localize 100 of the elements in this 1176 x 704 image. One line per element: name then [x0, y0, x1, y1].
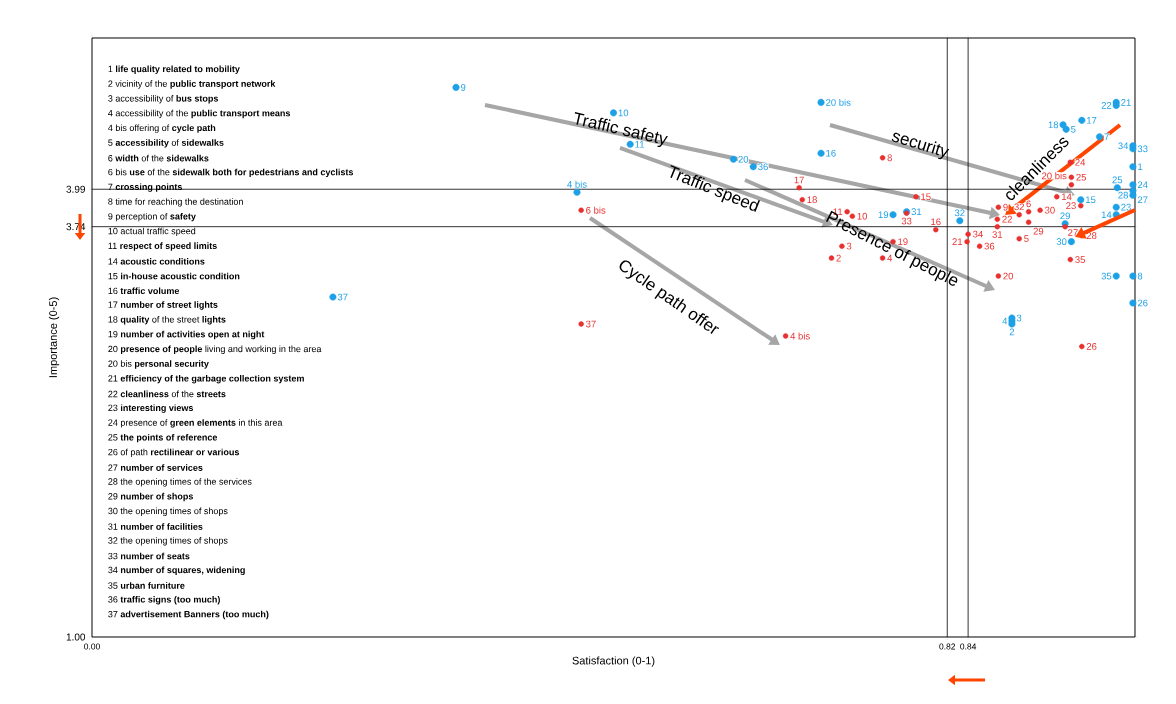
annotation: 32	[1014, 203, 1025, 211]
x-tick-label: 0.82	[939, 643, 956, 650]
annotation: 24	[1075, 158, 1086, 166]
annotation: 11 respect of speed limits	[108, 242, 217, 251]
annotation: 2	[836, 254, 841, 262]
annotation: 26	[1086, 343, 1097, 350]
annotation: 15 in-house acoustic condition	[108, 272, 240, 280]
y-tick-label: 3.99	[66, 185, 86, 193]
annotation: 37	[337, 293, 348, 301]
annotation: 8	[887, 154, 892, 162]
annotation: 4 bis offering of cycle path	[108, 124, 216, 133]
annotation: 14	[1101, 211, 1112, 218]
annotation: 9	[1003, 203, 1008, 211]
annotation: 3	[1016, 314, 1022, 322]
annotation: 4 bis	[567, 180, 587, 188]
annotation: 28	[1118, 191, 1129, 199]
annotation: 21	[1121, 99, 1131, 106]
annotation: 21 efficiency of the garbage collection system	[108, 374, 304, 384]
annotation: 29	[1060, 212, 1070, 220]
annotation: 34	[1118, 142, 1129, 150]
annotation: 21	[952, 238, 963, 245]
annotation: 34 number of squares, widening	[108, 566, 245, 575]
annotation: 10 actual traffic speed	[108, 227, 196, 237]
annotation: security	[891, 132, 950, 160]
annotation: 5	[1071, 126, 1076, 133]
annotation: 22	[1002, 215, 1012, 223]
annotation: 25	[1112, 176, 1123, 184]
annotation: 25 the points of reference	[108, 433, 218, 443]
annotation: 26	[1137, 299, 1148, 307]
annotation: 6 width of the sidewalks	[108, 154, 209, 162]
annotation: 32 the opening times of shops	[108, 537, 228, 546]
annotation: 36	[758, 163, 768, 171]
x-tick-label: 0.00	[84, 643, 100, 650]
annotation: 17 number of street lights	[108, 301, 218, 310]
annotation: 37 advertisement Banners (too much)	[108, 610, 269, 620]
annotation: 34	[972, 230, 983, 238]
annotation: 33	[901, 217, 912, 225]
annotation: 3 accessibility of bus stops	[108, 95, 219, 104]
annotation: 35	[1101, 272, 1112, 280]
annotation: 19	[898, 238, 908, 246]
annotation: 4 bis	[790, 332, 810, 340]
annotation: 20 presence of people living and working in the area	[108, 345, 322, 354]
annotation: 15	[1085, 196, 1096, 204]
annotation: 16	[826, 149, 836, 157]
annotation: 8	[1137, 272, 1143, 280]
annotation: 36 traffic signs (too much)	[108, 595, 220, 605]
annotation: 5 accessibility of sidewalks	[108, 139, 224, 148]
annotation: 27	[1068, 229, 1078, 236]
annotation: 24	[1137, 181, 1148, 189]
annotation: 6	[1026, 200, 1031, 208]
annotation: 25	[1076, 173, 1087, 181]
annotation: 14 acoustic conditions	[108, 257, 205, 265]
annotation: 5	[1024, 235, 1029, 242]
annotation: 18	[1048, 121, 1059, 129]
annotation: 2	[1009, 328, 1015, 336]
annotation: 10	[618, 109, 629, 117]
annotation: 36	[984, 242, 995, 250]
annotation: 1	[1138, 163, 1143, 171]
annotation: 31	[992, 231, 1003, 238]
annotation: 8 time for reaching the destination	[108, 198, 243, 207]
annotation: 35 urban furniture	[108, 582, 185, 589]
annotation: 1 life quality related to mobility	[108, 65, 240, 74]
annotation: 30 the opening times of shops	[108, 507, 228, 516]
annotation: 27	[1137, 196, 1148, 204]
annotation: 29	[1033, 227, 1044, 235]
annotation: 9	[460, 84, 466, 91]
annotation: 32	[954, 209, 965, 217]
annotation: 4 accessibility of the public transport means	[108, 109, 291, 119]
annotation: 30	[1056, 238, 1067, 246]
y-tick-label: 1.00	[66, 633, 86, 641]
annotation: 2 vicinity of the public transport network	[108, 80, 276, 89]
annotation: 29 number of shops	[108, 492, 193, 502]
annotation: 24 presence of green elements in this area	[108, 419, 283, 428]
x-axis-title: Satisfaction (0-1)	[572, 656, 655, 667]
annotation: 23 interesting views	[108, 404, 194, 413]
annotation: 30	[1044, 206, 1055, 214]
annotation: 7	[1104, 133, 1109, 141]
annotation: 9 perception of safety	[108, 212, 196, 222]
annotation: 4	[1002, 317, 1008, 325]
annotation: 20	[738, 155, 749, 163]
annotation: 27 number of services	[108, 464, 203, 471]
x-tick-label: 0.84	[960, 643, 977, 650]
annotation: 18 quality of the street lights	[108, 316, 226, 325]
annotation: 28	[1086, 232, 1097, 240]
annotation: 19 number of activities open at night	[108, 330, 265, 340]
annotation: 31 number of facilities	[108, 523, 203, 530]
annotation: 22	[1101, 102, 1112, 109]
annotation: 23	[1066, 202, 1076, 210]
annotation: 4	[887, 254, 893, 262]
annotation: 20	[1003, 272, 1014, 280]
annotation: 16 traffic volume	[108, 287, 180, 295]
annotation: 35	[1075, 256, 1086, 263]
annotation: 33	[1137, 145, 1148, 153]
annotation: 6 bis	[586, 206, 606, 214]
annotation: 31	[911, 208, 922, 216]
annotation: 15	[921, 193, 931, 201]
annotation: 17	[794, 176, 804, 184]
annotation: 16	[931, 218, 941, 226]
annotation: 33 number of seats	[108, 552, 190, 560]
annotation: 28 the opening times of the services	[108, 478, 252, 487]
